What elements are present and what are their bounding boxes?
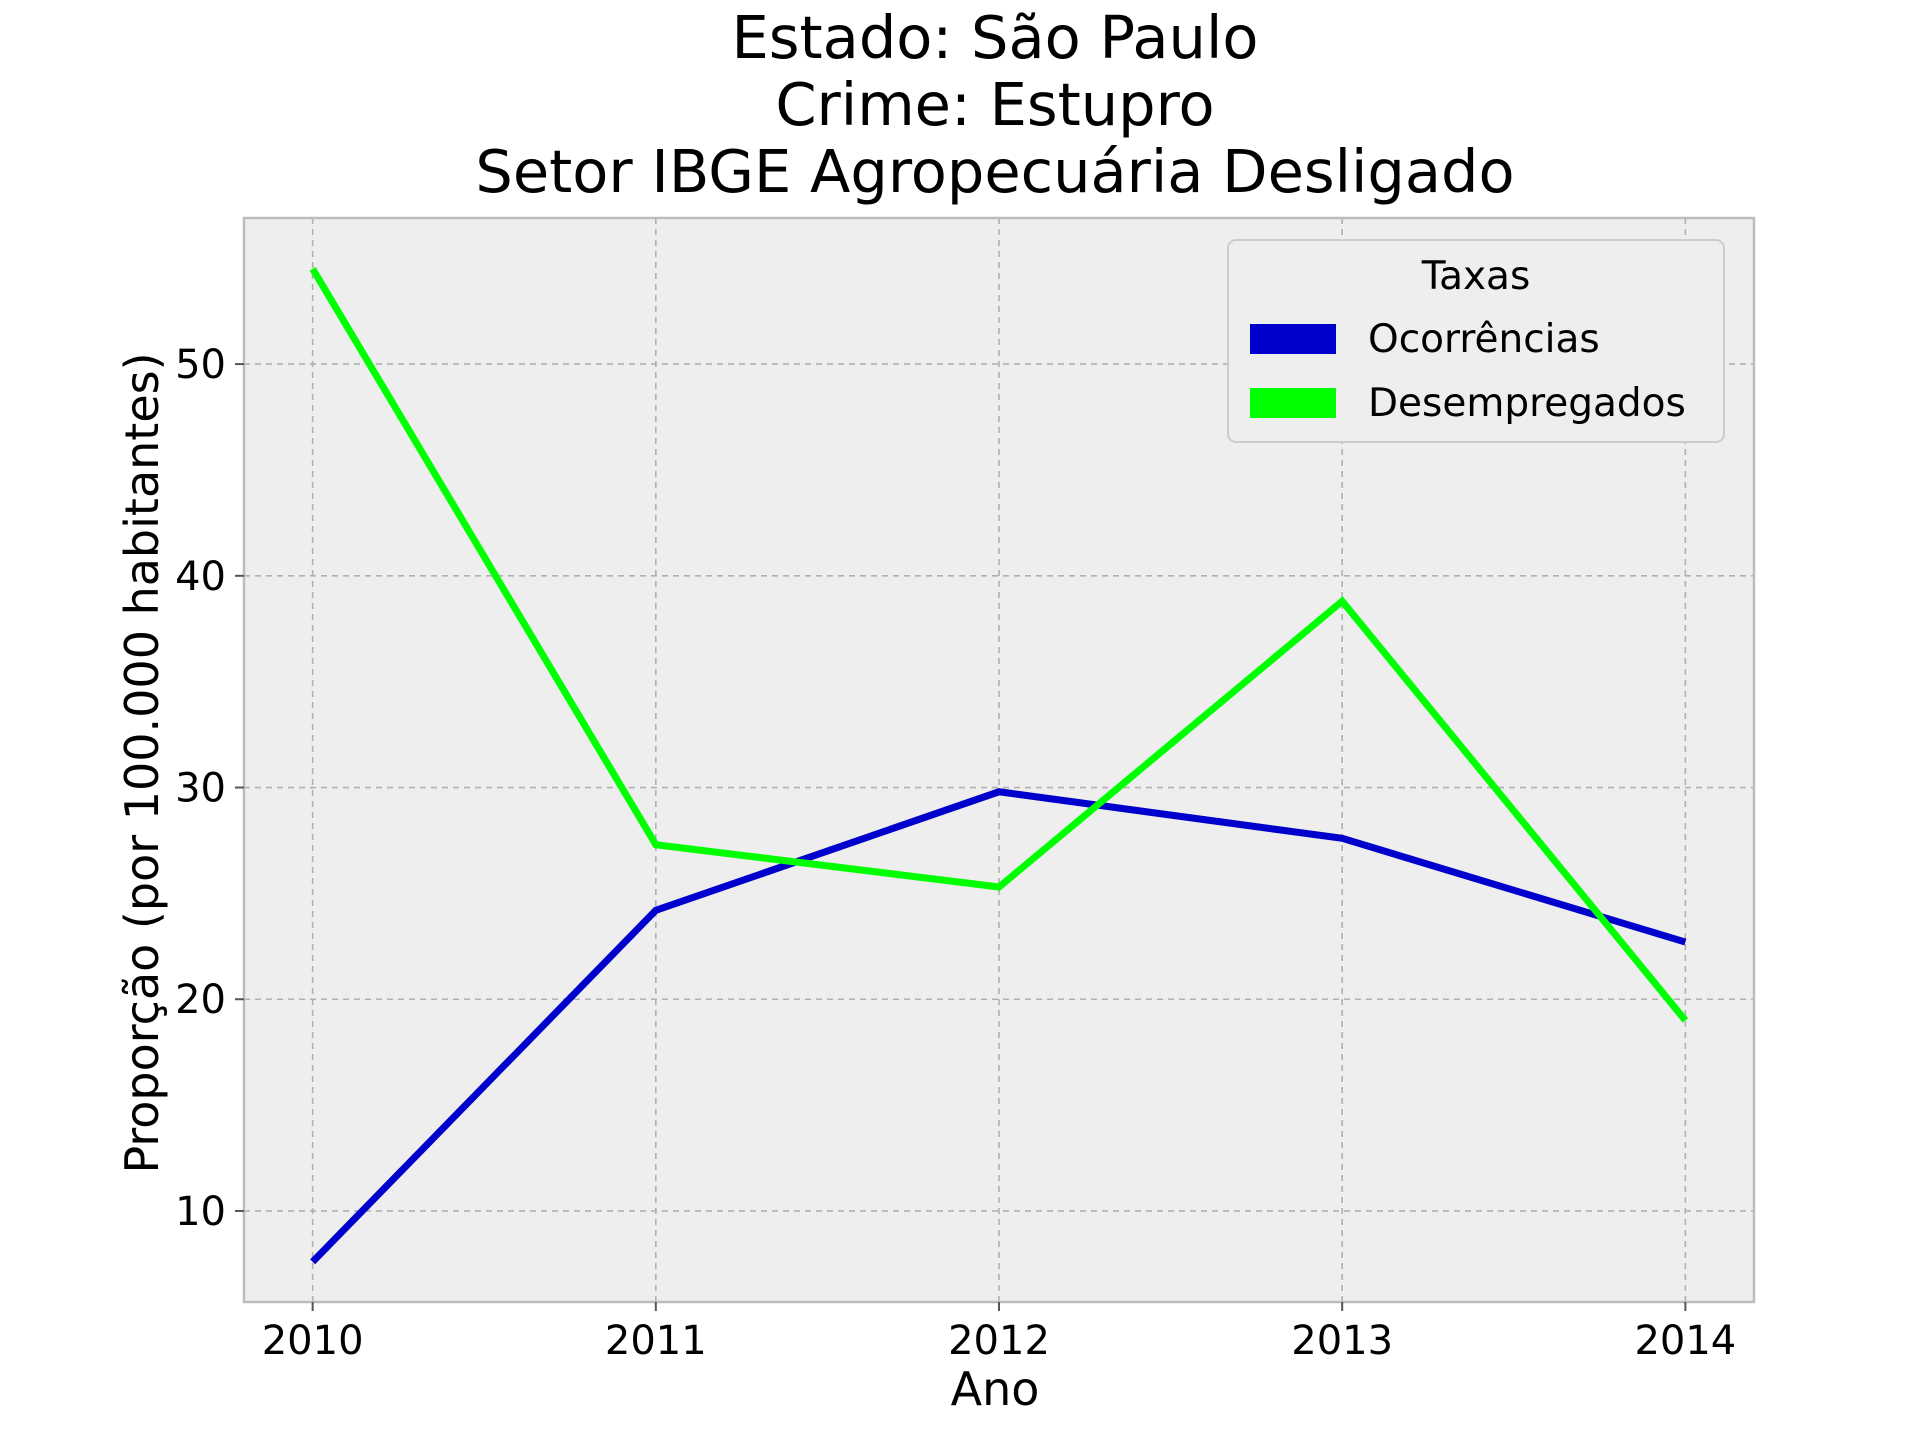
chart-title-line-2: Crime: Estupro [775, 70, 1214, 139]
series-lines [309, 267, 1689, 1265]
chart-title-line-3: Setor IBGE Agropecuária Desligado [475, 137, 1514, 206]
legend-label-desempregados: Desempregados [1368, 381, 1686, 426]
legend-box [1227, 239, 1725, 443]
series-line-ocorrencias [310, 788, 1687, 1265]
x-tick-label: 2010 [262, 1318, 364, 1364]
axis-ticks: 2010 2011 2012 2013 2014 10 20 30 40 50 [175, 342, 1736, 1364]
chart-title-line-1: Estado: São Paulo [732, 3, 1259, 72]
series-line-desempregados [309, 267, 1689, 1023]
legend-swatch-desempregados [1250, 388, 1336, 418]
legend: Taxas Ocorrências Desempregados [1227, 239, 1725, 443]
y-tick-label: 50 [175, 342, 226, 388]
x-tick-label: 2012 [948, 1318, 1050, 1364]
y-tick-label: 40 [175, 554, 226, 600]
y-tick-label: 10 [175, 1189, 226, 1235]
x-tick-label: 2011 [605, 1318, 707, 1364]
y-tick-label: 30 [175, 766, 226, 812]
legend-title: Taxas [1421, 254, 1531, 299]
x-axis-label: Ano [951, 1362, 1040, 1416]
legend-swatch-ocorrencias [1250, 324, 1336, 354]
x-tick-label: 2013 [1291, 1318, 1393, 1364]
y-axis-label: Proporção (por 100.000 habitantes) [115, 352, 169, 1173]
x-tick-label: 2014 [1634, 1318, 1736, 1364]
legend-label-ocorrencias: Ocorrências [1368, 317, 1600, 362]
y-tick-label: 20 [175, 977, 226, 1023]
